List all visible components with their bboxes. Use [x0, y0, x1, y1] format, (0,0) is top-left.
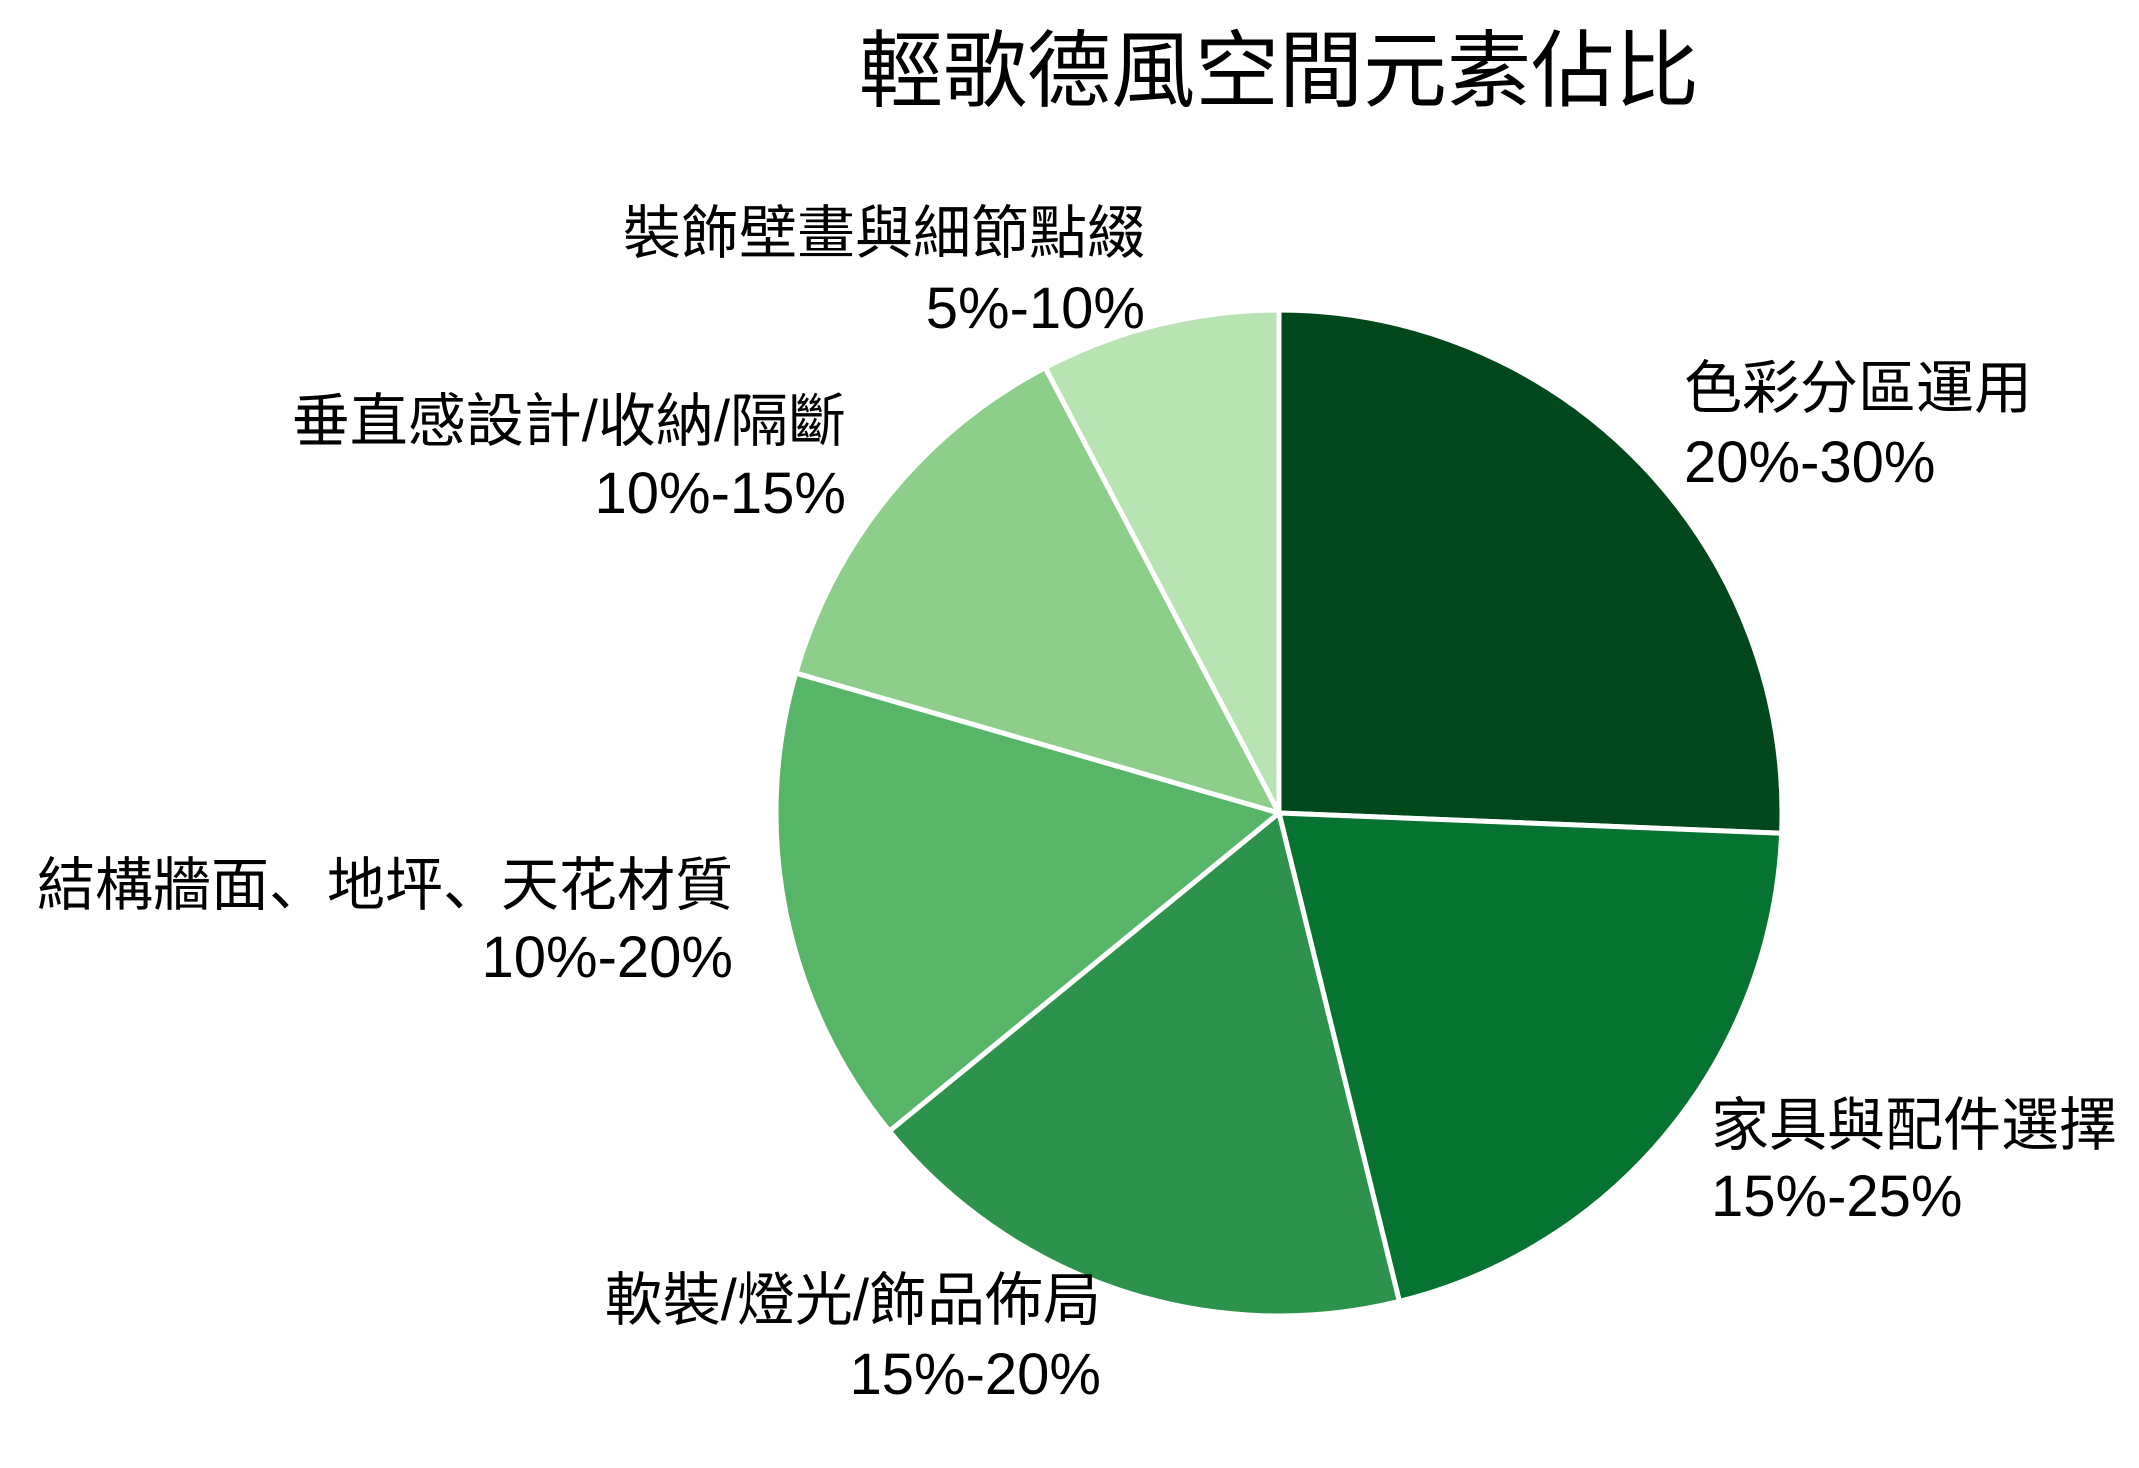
slice-label-decorative-murals-details: 裝飾壁畫與細節點綴 — [623, 201, 1145, 266]
slice-range-decorative-murals-details: 5%-10% — [926, 276, 1145, 341]
slice-range-color-zoning: 20%-30% — [1684, 430, 1935, 495]
slice-range-furniture-accessories: 15%-25% — [1711, 1164, 1962, 1229]
pie-slice-structural-wall-floor-ceiling — [773, 670, 1282, 1134]
pie-slice-decorative-murals-details — [1042, 307, 1282, 816]
pie-slice-color-zoning — [1276, 307, 1785, 836]
pie-slices — [773, 307, 1785, 1319]
slice-label-structural-wall-floor-ceiling: 結構牆面、地坪、天花材質 — [37, 853, 733, 918]
slice-label-color-zoning: 色彩分區運用 — [1684, 356, 2032, 421]
pie-slice-soft-furnishing-lighting-decor — [886, 810, 1402, 1319]
slice-range-structural-wall-floor-ceiling: 10%-20% — [482, 925, 733, 990]
slice-label-soft-furnishing-lighting-decor: 軟裝/燈光/飾品佈局 — [605, 1268, 1101, 1333]
pie-slice-vertical-design-storage-partition — [793, 365, 1282, 816]
slice-label-vertical-design-storage-partition: 垂直感設計/收納/隔斷 — [292, 389, 846, 454]
pie-slice-furniture-accessories — [1276, 810, 1785, 1304]
slice-range-vertical-design-storage-partition: 10%-15% — [595, 461, 846, 526]
slice-range-soft-furnishing-lighting-decor: 15%-20% — [850, 1342, 1101, 1407]
chart-title: 輕歌德風空間元素佔比 — [859, 24, 1699, 118]
slice-label-furniture-accessories: 家具與配件選擇 — [1711, 1093, 2117, 1158]
